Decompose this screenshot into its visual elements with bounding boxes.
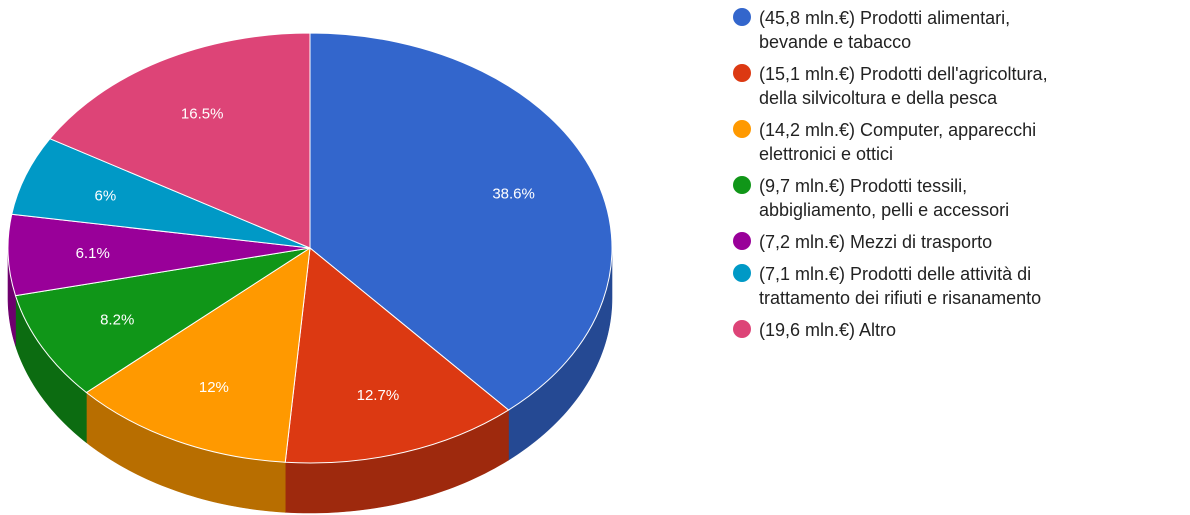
legend-item: (15,1 mln.€) Prodotti dell'agricoltura, … [733,62,1183,110]
legend-label: (7,1 mln.€) Prodotti delle attività di t… [759,264,1042,308]
legend-label: (19,6 mln.€) Altro [759,320,897,340]
pie-labels: 38.6% 12.7% 12% 8.2% 6.1% 6% 16.5% [76,106,535,405]
legend-swatch [733,64,751,82]
legend-swatch [733,8,751,26]
legend-label: (15,1 mln.€) Prodotti dell'agricoltura, … [759,64,1048,108]
slice-percent-label: 8.2% [100,312,134,329]
pie-top [7,32,613,464]
pie-side-walls [7,247,613,514]
legend-item: (19,6 mln.€) Altro [733,318,1183,342]
pie-slice-2 [85,247,311,463]
pie-slice-1 [284,247,510,464]
legend-label: (45,8 mln.€) Prodotti alimentari, bevand… [759,8,1011,52]
pie-slice-6 [49,32,311,249]
legend-item: (7,2 mln.€) Mezzi di trasporto [733,230,1183,254]
pie-chart: 38.6% 12.7% 12% 8.2% 6.1% 6% 16.5% [7,32,613,514]
legend-label: (14,2 mln.€) Computer, apparecchi elettr… [759,120,1037,164]
legend-label: (7,2 mln.€) Mezzi di trasporto [759,232,993,252]
pie-slice-0 [309,32,613,411]
legend: (45,8 mln.€) Prodotti alimentari, bevand… [733,6,1183,350]
slice-percent-label: 12.7% [357,387,400,404]
legend-item: (9,7 mln.€) Prodotti tessili, abbigliame… [733,174,1183,222]
legend-swatch [733,120,751,138]
legend-item: (7,1 mln.€) Prodotti delle attività di t… [733,262,1183,310]
legend-item: (45,8 mln.€) Prodotti alimentari, bevand… [733,6,1183,54]
legend-swatch [733,264,751,282]
slice-percent-label: 16.5% [181,106,224,123]
legend-item: (14,2 mln.€) Computer, apparecchi elettr… [733,118,1183,166]
slice-percent-label: 12% [199,379,229,396]
legend-label: (9,7 mln.€) Prodotti tessili, abbigliame… [759,176,1010,220]
slice-percent-label: 38.6% [492,186,535,203]
legend-swatch [733,232,751,250]
slice-percent-label: 6% [95,188,117,205]
legend-swatch [733,320,751,338]
slice-percent-label: 6.1% [76,245,110,262]
legend-swatch [733,176,751,194]
